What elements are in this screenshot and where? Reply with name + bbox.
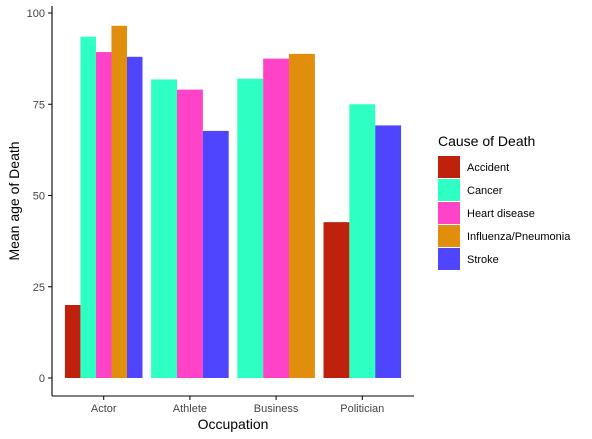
y-axis-title: Mean age of Death — [6, 141, 22, 260]
bar-actor-heart-disease — [95, 52, 112, 379]
y-tick-label: 25 — [33, 282, 45, 294]
bar-athlete-cancer — [151, 79, 177, 379]
legend-label: Cancer — [467, 185, 503, 197]
y-ticks: 0 25 50 75 100 — [27, 8, 52, 385]
bar-business-heart-disease — [263, 58, 290, 379]
bar-politician-stroke — [375, 125, 402, 378]
legend-items: Accident Cancer Heart disease Influenza/Pne… — [438, 156, 571, 270]
bar-business-influenza-pneumonia — [289, 53, 315, 378]
bar-business-cancer — [237, 78, 264, 378]
legend-label: Influenza/Pneumonia — [467, 231, 571, 243]
legend-swatch — [438, 248, 460, 270]
legend-swatch — [438, 225, 460, 247]
bar-actor-influenza-pneumonia — [111, 25, 127, 379]
y-tick-label: 50 — [33, 191, 45, 203]
bar-politician-cancer — [349, 104, 376, 378]
legend-label: Stroke — [467, 254, 499, 266]
y-tick-label: 0 — [39, 373, 45, 385]
x-ticks: Actor Athlete Business Politician — [91, 396, 384, 415]
y-tick-label: 75 — [33, 99, 45, 111]
bar-athlete-heart-disease — [176, 89, 203, 379]
legend-swatch — [438, 179, 460, 201]
bar-politician-accident — [323, 222, 350, 378]
x-tick-label: Actor — [91, 403, 117, 415]
legend-title: Cause of Death — [438, 133, 535, 149]
bar-actor-cancer — [80, 36, 96, 378]
bar-actor-stroke — [126, 56, 143, 379]
legend-swatch — [438, 156, 460, 178]
x-tick-label: Politician — [340, 403, 384, 415]
legend-label: Accident — [467, 162, 509, 174]
axes-layer — [51, 6, 414, 397]
x-tick-label: Athlete — [173, 403, 207, 415]
legend-swatch — [438, 202, 460, 224]
bar-athlete-stroke — [202, 130, 229, 378]
bars-layer — [64, 25, 402, 379]
bar-actor-accident — [64, 305, 81, 378]
x-axis-title: Occupation — [198, 416, 269, 432]
x-tick-label: Business — [254, 403, 299, 415]
legend: Cause of Death Accident Cancer Heart disea… — [438, 133, 571, 270]
y-tick-label: 100 — [27, 8, 45, 20]
legend-label: Heart disease — [467, 208, 535, 220]
